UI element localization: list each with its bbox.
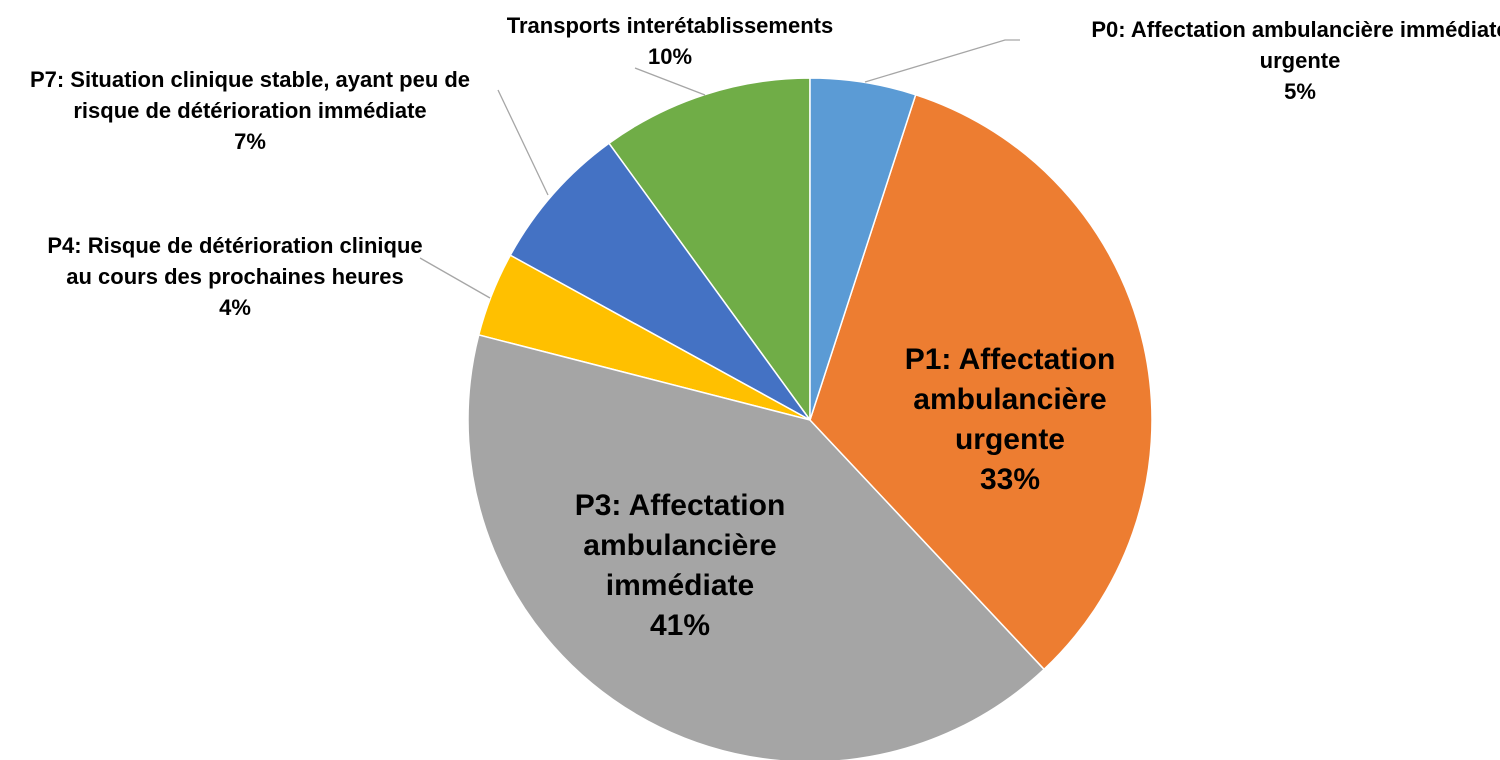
value-label: 41% <box>649 609 711 642</box>
category-label: P1: Affectation ambulancière urgente <box>904 343 1116 456</box>
data-label: P3: Affectation ambulancière immédiate 41… <box>545 486 815 646</box>
data-label: Transports interétablissements 10% <box>440 10 900 72</box>
data-label: P7: Situation clinique stable, ayant peu… <box>0 64 500 157</box>
category-label: Transports interétablissements <box>506 13 834 38</box>
leader-line <box>419 257 491 299</box>
leader-line <box>497 89 549 196</box>
value-label: 33% <box>979 463 1041 496</box>
pie-slice <box>509 142 811 421</box>
category-label: P4: Risque de détérioration clinique au … <box>47 233 423 289</box>
pie-slice <box>809 93 1153 671</box>
leader-line <box>864 39 1020 83</box>
value-label: 7% <box>234 129 266 154</box>
category-label: P7: Situation clinique stable, ayant peu… <box>29 67 471 123</box>
category-label: P3: Affectation ambulancière immédiate <box>574 489 786 602</box>
value-label: 10% <box>647 44 693 69</box>
leader-line <box>634 67 706 96</box>
category-label: P0: Affectation ambulancière immédiate u… <box>1091 17 1500 73</box>
pie-slice <box>809 77 917 421</box>
value-label: 5% <box>1284 79 1316 104</box>
value-label: 4% <box>219 295 251 320</box>
data-label: P0: Affectation ambulancière immédiate u… <box>1090 14 1500 107</box>
data-label: P4: Risque de détérioration clinique au … <box>40 230 430 323</box>
pie-slice <box>467 334 1046 760</box>
data-label: P1: Affectation ambulancière urgente 33% <box>875 340 1145 500</box>
